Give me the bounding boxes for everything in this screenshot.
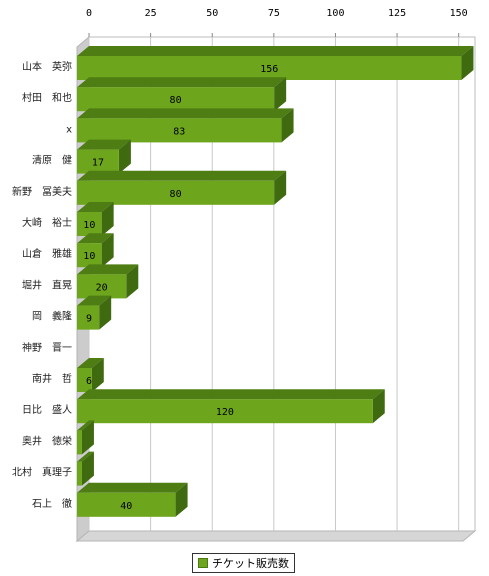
bar-side [175,482,188,517]
bar [77,56,462,80]
category-label: 南井 哲 [32,372,72,385]
category-label: 新野 冨美夫 [12,185,72,198]
data-label: 40 [120,501,132,512]
x-tick-label: 75 [268,8,280,19]
bar-top [77,295,112,306]
data-label: 17 [92,158,104,169]
bar-top [77,482,188,493]
bar-top [77,389,385,400]
bar-side [118,139,131,174]
data-label: 120 [216,407,234,418]
bar [77,149,119,174]
bar-side [101,202,114,236]
data-label: 156 [260,64,278,75]
bar-top [77,46,474,56]
bar-top [77,451,94,462]
x-tick-label: 100 [326,8,344,19]
data-label: 10 [83,251,95,262]
legend-swatch [198,558,208,568]
bar [77,368,92,392]
bar-top [77,202,114,212]
category-label: 日比 盛人 [22,403,72,416]
bar-side [461,46,474,80]
data-label: 6 [86,376,92,387]
bar-side [372,389,385,424]
bar-side [274,170,287,205]
data-label: 80 [170,189,182,200]
category-label: 清原 健 [32,154,72,167]
bar-side [126,264,139,299]
bar [77,399,373,424]
x-tick-label: 125 [388,8,406,19]
bar [77,430,82,455]
data-label: 80 [170,95,182,106]
bar-top [77,233,114,244]
x-tick-label: 50 [206,8,218,19]
bar [77,87,275,112]
bar-top [77,358,104,368]
bar-top [77,139,131,150]
bar-top [77,108,294,119]
bar [77,212,102,236]
data-label: 9 [86,314,92,325]
bar-side [91,358,104,392]
bar-top [77,264,139,275]
legend: チケット販売数 [192,553,295,573]
bar-side [81,420,94,455]
x-tick-label: 150 [450,8,468,19]
bar [77,180,275,205]
bar-top [77,77,287,88]
category-label: x [66,124,72,135]
x-tick-label: 0 [86,8,92,19]
data-label: 10 [83,220,95,231]
data-label: 83 [173,126,185,137]
bar-side [101,233,114,268]
data-label: 20 [96,282,108,293]
category-label: 村田 和也 [22,91,72,104]
plot-floor [75,530,477,542]
category-label: 山本 英弥 [22,60,72,73]
bar-side [81,451,94,486]
bar-side [281,108,294,143]
category-label: 岡 義隆 [32,310,72,323]
x-tick-label: 25 [145,8,157,19]
bar [77,305,100,330]
bar [77,274,127,299]
category-label: 石上 徹 [32,497,72,510]
bar-side [99,295,112,330]
category-label: 北村 真理子 [12,466,72,479]
bar-side [274,77,287,112]
category-label: 山倉 雅雄 [22,247,72,260]
bar-top [77,420,94,431]
category-label: 大崎 裕士 [22,216,72,229]
legend-label: チケット販売数 [212,557,289,570]
category-label: 堀井 直晃 [22,278,72,291]
category-label: 奥井 徳栄 [22,434,72,447]
category-label: 神野 晋一 [22,341,72,354]
bar [77,492,176,517]
bar-top [77,170,287,181]
bar [77,461,82,486]
bar [77,118,282,143]
bar [77,243,102,268]
